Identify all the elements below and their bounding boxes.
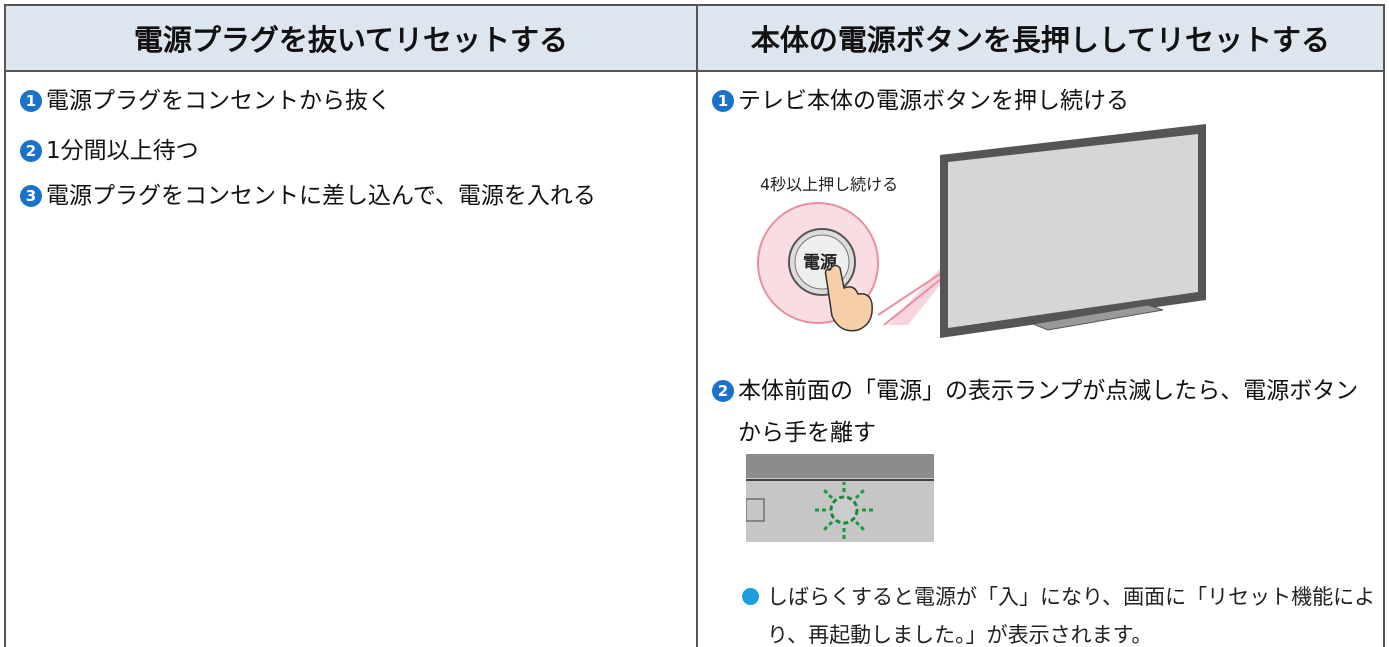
step-text: 電源プラグをコンセントに差し込んで、電源を入れる (46, 183, 596, 209)
step-marker: 2 (20, 140, 42, 162)
header-divider (4, 70, 1385, 72)
tv-illustration: 電源 4秒以上押し続ける (757, 124, 1206, 338)
lamp (829, 495, 859, 525)
zoom-line (883, 274, 947, 326)
step: 1 テレビ本体の電源ボタンを押し続ける (712, 80, 1129, 122)
step-text: 本体前面の「電源」の表示ランプが点滅したら、電源ボタンから手を離す (738, 378, 1359, 446)
step: 2 1分間以上待つ (20, 130, 199, 172)
step-text: 電源プラグをコンセントから抜く (46, 88, 391, 114)
tv-stand (1031, 304, 1164, 331)
column-header: 本体の電源ボタンを長押ししてリセットする (698, 6, 1383, 70)
step-marker: 1 (20, 90, 42, 112)
button-label: 電源 (803, 252, 837, 273)
step: 1 電源プラグをコンセントから抜く (20, 80, 391, 122)
step: 2 本体前面の「電源」の表示ランプが点滅したら、電源ボタンから手を離す (712, 370, 1377, 454)
hand (824, 264, 873, 332)
panel-top (746, 454, 934, 478)
step-marker: 2 (712, 380, 734, 402)
tv-screen (948, 134, 1198, 328)
step-text: 1分間以上待つ (46, 138, 199, 164)
step-marker: 3 (20, 185, 42, 207)
note: しばらくすると電源が「入」になり、画面に「リセット機能により、再起動しました。」… (742, 578, 1382, 647)
lamp-illustration (746, 454, 934, 542)
table-border (4, 4, 1385, 647)
sensor (746, 498, 765, 522)
zoom-line (877, 269, 947, 316)
lamp-rays (814, 482, 874, 540)
note-text: しばらくすると電源が「入」になり、画面に「リセット機能により、再起動しました。」… (767, 585, 1376, 647)
illustration-caption: 4秒以上押し続ける (760, 175, 898, 194)
column-divider (696, 4, 698, 647)
bullet (742, 588, 759, 605)
step-marker: 1 (712, 90, 734, 112)
column-header: 電源プラグを抜いてリセットする (6, 6, 696, 70)
step: 3 電源プラグをコンセントに差し込んで、電源を入れる (20, 175, 596, 217)
step-text: テレビ本体の電源ボタンを押し続ける (738, 88, 1129, 114)
